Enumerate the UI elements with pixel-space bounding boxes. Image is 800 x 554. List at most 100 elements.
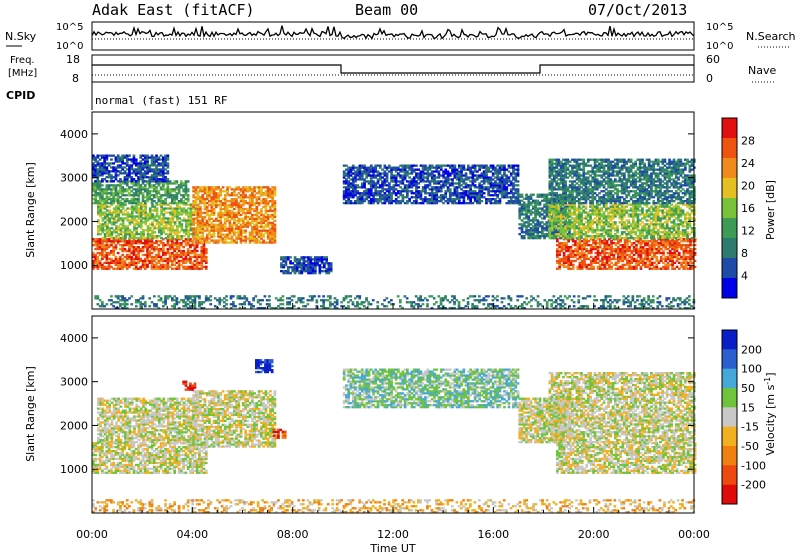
power-cell	[228, 203, 232, 207]
power-cell	[125, 172, 129, 175]
power-cell	[94, 172, 97, 175]
power-cell	[175, 257, 179, 261]
power-cell	[482, 166, 486, 169]
power-cell	[358, 196, 362, 199]
power-cell	[182, 196, 185, 199]
power-cell	[134, 172, 138, 175]
power-cell	[150, 255, 154, 259]
power-cell	[503, 174, 506, 177]
power-cell	[148, 261, 152, 264]
power-cell	[554, 199, 558, 202]
power-cell	[505, 182, 509, 185]
power-cell	[518, 227, 522, 230]
power-cell	[571, 259, 575, 263]
power-cell	[160, 209, 163, 212]
power-cell	[103, 172, 106, 175]
power-cell	[191, 244, 194, 247]
power-cell	[177, 184, 181, 187]
power-cell	[219, 209, 223, 213]
power-cell	[543, 197, 546, 200]
power-cell	[141, 198, 145, 201]
power-cell	[153, 265, 156, 268]
power-cell	[458, 178, 461, 181]
power-cell	[98, 238, 102, 241]
power-cell	[205, 209, 209, 213]
power-cell	[505, 186, 509, 189]
power-cell	[392, 184, 396, 187]
power-cell	[496, 182, 499, 185]
power-cell	[166, 249, 170, 253]
power-cell	[115, 215, 118, 218]
power-cell	[132, 267, 136, 270]
power-cell	[139, 213, 143, 216]
power-cell	[180, 200, 183, 203]
power-cell	[529, 233, 533, 236]
power-cell	[424, 184, 427, 187]
power-cell	[173, 267, 176, 270]
power-cell	[155, 223, 159, 226]
power-cell	[260, 213, 263, 217]
power-cell	[397, 190, 400, 193]
power-cell	[107, 244, 111, 247]
power-cell	[169, 231, 172, 234]
power-cell	[196, 221, 200, 224]
power-cell	[130, 160, 134, 163]
power-cell	[169, 219, 172, 222]
power-cell	[379, 172, 382, 175]
power-cell	[92, 184, 95, 187]
power-cell	[228, 227, 232, 230]
power-cell	[518, 209, 522, 212]
power-cell	[203, 205, 207, 209]
power-cell	[399, 194, 402, 197]
power-cell	[97, 211, 100, 214]
power-cell	[92, 172, 95, 175]
power-cell	[381, 180, 384, 183]
freq-trace	[92, 64, 694, 74]
power-cell	[641, 246, 645, 249]
power-cell	[155, 158, 158, 161]
power-cell	[662, 267, 665, 270]
power-cell	[628, 240, 631, 243]
power-cell	[242, 217, 245, 220]
power-cell	[199, 198, 202, 201]
power-cell	[677, 244, 681, 247]
power-cell	[426, 174, 430, 177]
power-cell	[444, 180, 448, 183]
power-cell	[185, 203, 188, 206]
power-cell	[516, 168, 520, 171]
power-cell	[437, 166, 441, 169]
power-cell	[621, 244, 625, 247]
power-cell	[106, 213, 109, 216]
power-cell	[580, 253, 584, 257]
power-cell	[155, 247, 158, 251]
power-cell	[569, 255, 573, 259]
power-cell	[135, 229, 139, 232]
power-cell	[121, 259, 124, 263]
power-cell	[195, 261, 199, 264]
power-cell	[212, 213, 216, 217]
power-cell	[235, 219, 238, 222]
power-cell	[233, 215, 236, 219]
power-cell	[655, 265, 659, 268]
power-cell	[132, 160, 136, 163]
power-cell	[150, 200, 154, 203]
power-cell	[612, 257, 616, 261]
power-cell	[516, 198, 520, 201]
power-cell	[666, 267, 670, 270]
power-cell	[134, 180, 138, 183]
power-cell	[171, 225, 175, 228]
power-cell	[453, 202, 457, 205]
power-cell	[214, 205, 218, 209]
power-cell	[496, 172, 499, 175]
power-cell	[143, 259, 147, 263]
power-cell	[383, 172, 387, 175]
power-cell	[487, 176, 490, 179]
power-cell	[603, 251, 607, 255]
power-cell	[132, 246, 136, 249]
power-cell	[462, 186, 466, 189]
power-cell	[354, 170, 357, 173]
power-cell	[242, 223, 245, 226]
power-cell	[390, 170, 393, 173]
power-cell	[168, 253, 172, 257]
power-cell	[639, 249, 643, 253]
